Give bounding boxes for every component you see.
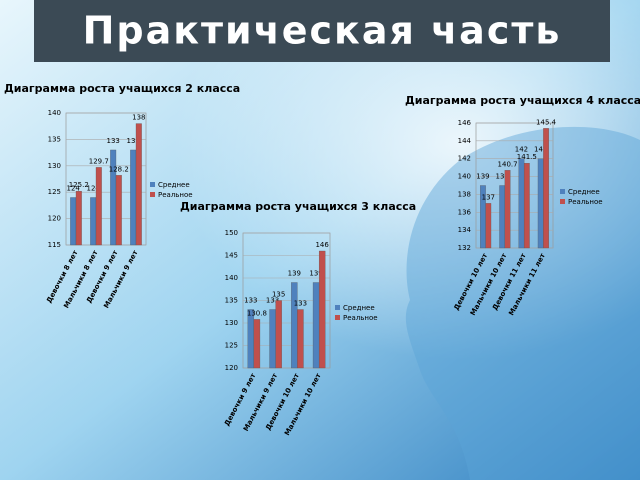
legend-label: Среднее <box>343 304 375 312</box>
value-label: 145.4 <box>536 118 557 126</box>
legend-label: Среднее <box>158 181 190 189</box>
y-tick-label: 144 <box>458 137 472 145</box>
title-bar <box>34 0 610 62</box>
y-tick-label: 145 <box>225 252 238 260</box>
bar <box>130 149 137 246</box>
value-label: 133 <box>127 137 140 145</box>
legend-label: Реальное <box>158 191 193 199</box>
chart-title: Диаграмма роста учащихся 2 класса <box>4 82 240 95</box>
bar <box>499 185 506 249</box>
value-label: 133 <box>107 137 120 145</box>
y-tick-label: 136 <box>458 208 472 216</box>
y-tick-label: 146 <box>458 119 472 127</box>
legend-swatch <box>560 199 565 204</box>
y-tick-label: 125 <box>48 188 61 196</box>
y-tick-label: 120 <box>48 215 61 223</box>
bar <box>269 309 276 369</box>
value-label: 139 <box>495 173 508 181</box>
bar <box>110 149 117 246</box>
y-tick-label: 150 <box>225 229 238 237</box>
bar <box>75 190 82 246</box>
bar <box>291 282 298 369</box>
bar <box>485 203 492 249</box>
value-label: 140.7 <box>498 160 518 168</box>
value-label: 128.2 <box>109 165 129 173</box>
slide-title: Практическая часть <box>83 9 562 53</box>
value-label: 129.7 <box>89 157 109 165</box>
value-label: 133 <box>266 297 279 305</box>
bar <box>275 300 282 369</box>
head-silhouette <box>405 126 640 480</box>
bar <box>135 123 142 246</box>
y-tick-label: 130 <box>225 319 238 327</box>
legend-swatch <box>335 315 340 320</box>
y-tick-label: 135 <box>225 297 238 305</box>
y-tick-label: 120 <box>225 364 238 372</box>
value-label: 142 <box>515 146 528 154</box>
bar <box>523 163 530 249</box>
value-label: 135 <box>272 291 285 299</box>
legend-label: Реальное <box>568 198 603 206</box>
bar <box>95 167 102 246</box>
value-label: 130.8 <box>247 309 267 317</box>
y-tick-label: 138 <box>458 190 471 198</box>
y-tick-label: 140 <box>225 274 238 282</box>
value-label: 142 <box>534 146 547 154</box>
y-tick-label: 142 <box>458 155 471 163</box>
y-tick-label: 135 <box>48 135 61 143</box>
bar <box>297 309 304 369</box>
bar <box>115 175 122 246</box>
value-label: 125.2 <box>69 181 89 189</box>
value-label: 146 <box>315 241 329 249</box>
y-tick-label: 134 <box>458 226 472 234</box>
legend-swatch <box>150 182 155 187</box>
bar <box>543 128 549 249</box>
chart-title: Диаграмма роста учащихся 4 класса <box>405 94 640 107</box>
y-tick-label: 140 <box>458 173 471 181</box>
value-label: 139 <box>309 270 322 278</box>
legend-label: Реальное <box>343 314 378 322</box>
value-label: 133 <box>244 297 257 305</box>
value-label: 133 <box>294 300 307 308</box>
legend-swatch <box>560 189 565 194</box>
bar <box>518 158 525 249</box>
bar <box>253 319 261 369</box>
value-label: 137 <box>482 193 495 201</box>
y-tick-label: 125 <box>225 342 238 350</box>
y-tick-label: 130 <box>48 162 61 170</box>
y-tick-label: 115 <box>48 241 61 249</box>
value-label: 139 <box>288 270 301 278</box>
legend-label: Среднее <box>568 188 600 196</box>
y-tick-label: 140 <box>48 109 61 117</box>
value-label: 139 <box>476 173 489 181</box>
chart-title: Диаграмма роста учащихся 3 класса <box>180 200 416 213</box>
value-label: 124 <box>87 184 101 192</box>
value-label: 138 <box>132 114 145 122</box>
bar <box>312 282 320 369</box>
bar <box>247 309 255 369</box>
y-tick-label: 132 <box>458 244 471 252</box>
bar <box>90 197 97 246</box>
legend-swatch <box>150 192 155 197</box>
legend-swatch <box>335 305 340 310</box>
value-label: 141.5 <box>517 153 537 161</box>
value-label: 124 <box>67 184 81 192</box>
bar <box>318 250 326 369</box>
bar <box>70 197 77 246</box>
bar <box>537 158 544 249</box>
bar <box>504 170 511 249</box>
